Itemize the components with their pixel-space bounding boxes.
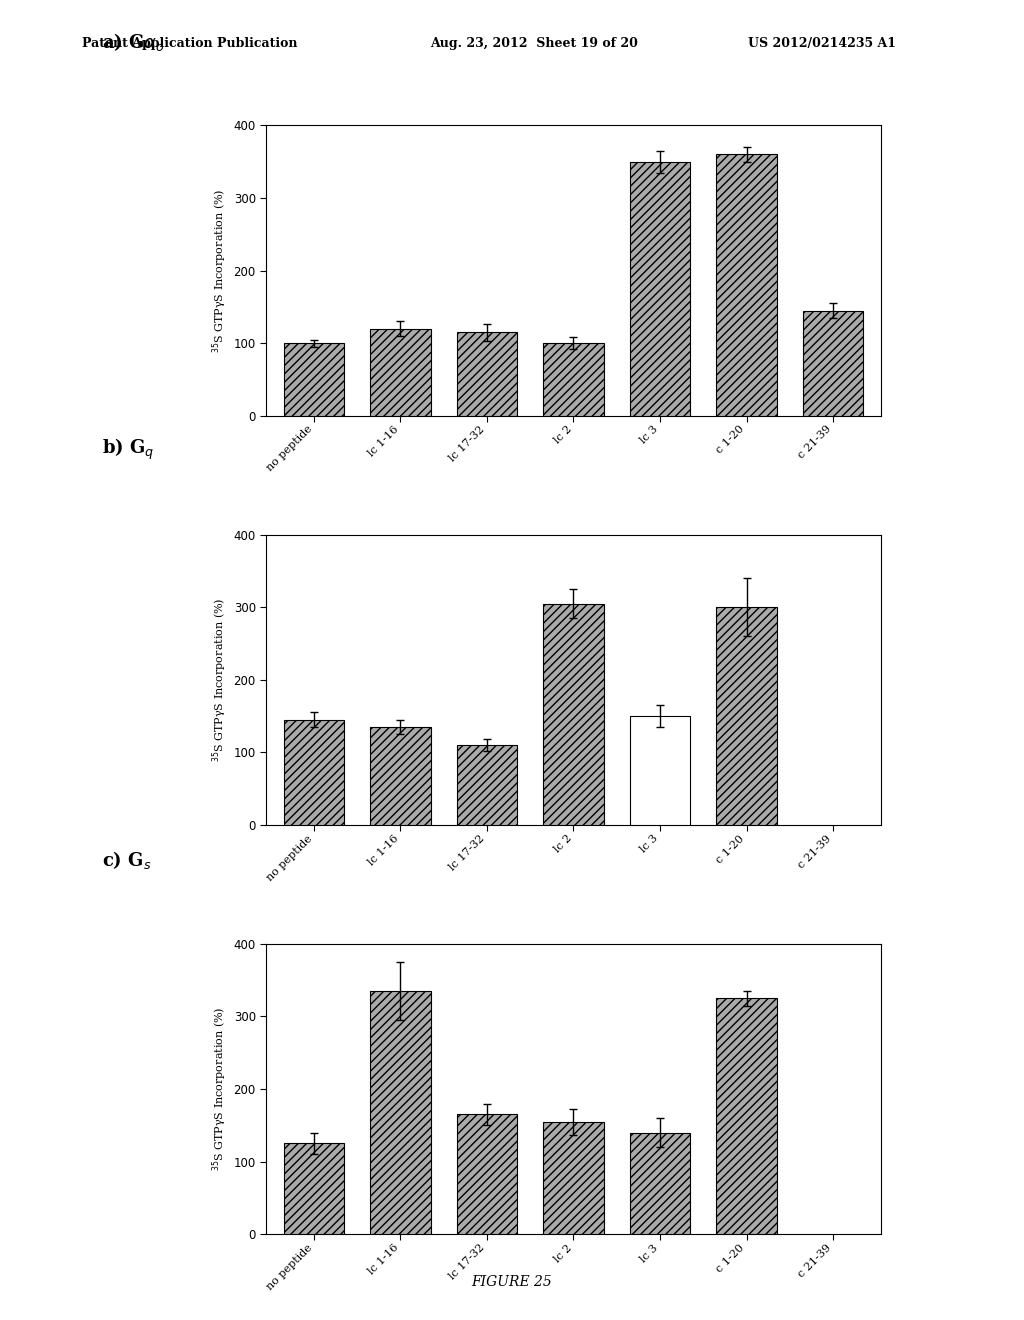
Bar	[716, 998, 777, 1234]
Bar	[716, 154, 777, 416]
Text: a) G$\alpha_o$: a) G$\alpha_o$	[102, 30, 165, 53]
Text: c) G$_s$: c) G$_s$	[102, 849, 152, 871]
Bar	[543, 343, 604, 416]
Text: US 2012/0214235 A1: US 2012/0214235 A1	[748, 37, 896, 50]
Bar	[457, 744, 517, 825]
Bar	[284, 719, 344, 825]
Bar	[284, 343, 344, 416]
Bar	[284, 1143, 344, 1234]
Bar	[543, 1122, 604, 1234]
Bar	[630, 1133, 690, 1234]
Y-axis label: $^{35}$S GTPγS Incorporation (%): $^{35}$S GTPγS Incorporation (%)	[211, 1007, 229, 1171]
Bar	[630, 161, 690, 416]
Bar	[803, 310, 863, 416]
Bar	[543, 603, 604, 825]
Bar	[370, 727, 431, 825]
Bar	[370, 329, 431, 416]
Bar	[630, 715, 690, 825]
Text: Patent Application Publication: Patent Application Publication	[82, 37, 297, 50]
Bar	[457, 333, 517, 416]
Bar	[716, 607, 777, 825]
Text: FIGURE 25: FIGURE 25	[472, 1275, 552, 1290]
Bar	[370, 991, 431, 1234]
Bar	[457, 1114, 517, 1234]
Text: b) G$_q$: b) G$_q$	[102, 437, 155, 462]
Text: Aug. 23, 2012  Sheet 19 of 20: Aug. 23, 2012 Sheet 19 of 20	[430, 37, 638, 50]
Y-axis label: $^{35}$S GTPγS Incorporation (%): $^{35}$S GTPγS Incorporation (%)	[211, 598, 229, 762]
Y-axis label: $^{35}$S GTPγS Incorporation (%): $^{35}$S GTPγS Incorporation (%)	[211, 189, 229, 352]
